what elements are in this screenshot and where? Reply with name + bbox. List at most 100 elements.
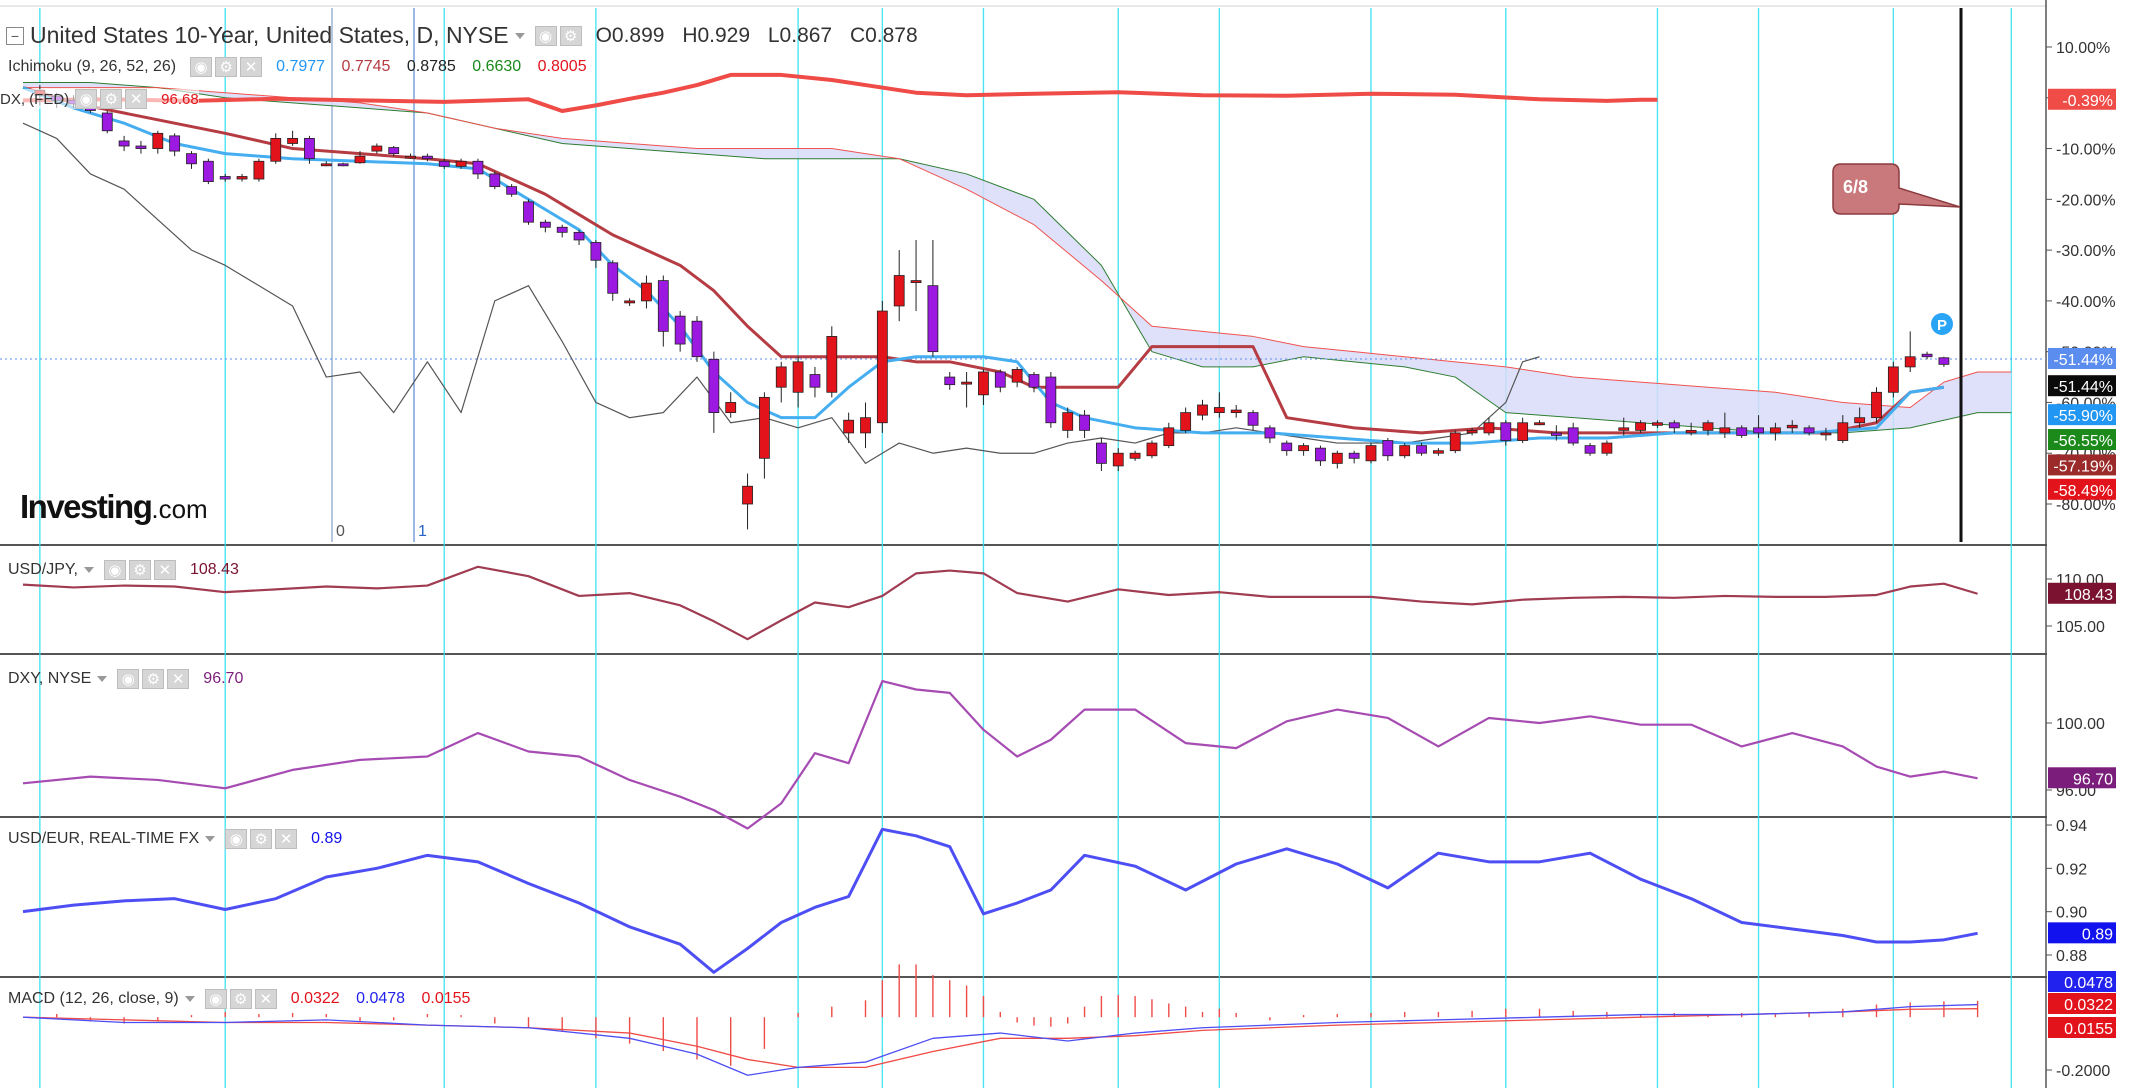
macd-badge-2-bg: [2048, 1017, 2116, 1038]
candle-body: [961, 381, 972, 385]
candle-body: [860, 417, 871, 434]
close-value: C0.878: [849, 23, 918, 47]
usdjpy-name[interactable]: USD/JPY,: [8, 561, 78, 578]
close-icon[interactable]: ✕: [125, 89, 148, 109]
usdjpy-panel[interactable]: [22, 565, 1978, 641]
settings-icon[interactable]: ⚙: [250, 829, 273, 849]
usdeur-axis-tick-label: 0.88: [2056, 948, 2087, 965]
usdeur-panel[interactable]: [22, 827, 1978, 974]
senkou-span-b-line: [23, 87, 2012, 409]
open-value: O0.899: [595, 23, 665, 47]
settings-icon[interactable]: ⚙: [559, 25, 582, 46]
eye-icon[interactable]: ◉: [103, 560, 126, 580]
usdeur-name[interactable]: USD/EUR, REAL-TIME FX: [8, 830, 200, 847]
candle-body: [1770, 427, 1781, 434]
settings-icon[interactable]: ⚙: [215, 57, 238, 77]
macd-badge-0: 0.0478: [2064, 975, 2113, 992]
eye-icon[interactable]: ◉: [534, 25, 557, 46]
candle-body: [169, 135, 181, 152]
candle-body: [1904, 356, 1916, 368]
price-badge-4: -56.55%: [2053, 433, 2113, 450]
price-panel[interactable]: P 0 1: [0, 8, 2046, 542]
close-icon[interactable]: ✕: [275, 829, 298, 849]
close-icon[interactable]: ✕: [153, 560, 176, 580]
eye-icon[interactable]: ◉: [204, 989, 227, 1009]
price-axis-tick-label: -40.00%: [2056, 294, 2116, 311]
settings-icon[interactable]: ⚙: [142, 669, 165, 689]
candle-body: [1618, 427, 1630, 431]
macd-axis-tick-label: -0.2000: [2056, 1063, 2110, 1080]
price-badge-5-bg: [2048, 454, 2116, 476]
candle-body: [1803, 427, 1815, 434]
close-icon[interactable]: ✕: [240, 57, 263, 77]
chevron-down-icon[interactable]: [184, 996, 195, 1002]
candle-body: [1871, 391, 1882, 419]
dx-name[interactable]: DX, (FED): [0, 90, 70, 108]
eye-icon[interactable]: ◉: [117, 669, 140, 689]
candle-body: [893, 275, 905, 307]
candle-body: [1348, 452, 1360, 459]
candle-body: [219, 176, 231, 180]
ichimoku-value-3: 0.8785: [406, 58, 456, 75]
chikou-span-line: [22, 122, 1540, 464]
dxy-value: 96.70: [203, 670, 244, 687]
candle-body: [1045, 376, 1057, 424]
candle-body: [523, 201, 534, 223]
chevron-down-icon[interactable]: [83, 567, 94, 573]
dxy-name[interactable]: DXY, NYSE: [8, 670, 92, 687]
investing-logo: Investing.com: [20, 488, 208, 526]
dxy-panel[interactable]: [22, 680, 1978, 830]
candle-body: [506, 186, 518, 195]
settings-icon[interactable]: ⚙: [229, 989, 252, 1009]
chevron-down-icon[interactable]: [205, 836, 216, 842]
candle-body: [1197, 404, 1208, 416]
candle-body: [1837, 422, 1849, 441]
p-marker-label: P: [1937, 317, 1947, 334]
eye-icon[interactable]: ◉: [225, 829, 248, 849]
settings-icon[interactable]: ⚙: [100, 89, 123, 109]
price-badge-1: -51.44%: [2053, 352, 2113, 369]
dxy-badge-bg: [2048, 767, 2116, 789]
candle-body: [1466, 429, 1478, 434]
candle-body: [371, 145, 383, 152]
candle-body: [118, 140, 130, 147]
symbol-title[interactable]: United States 10-Year, United States, D,…: [30, 22, 509, 48]
close-icon[interactable]: ✕: [167, 669, 190, 689]
candle-body: [1685, 429, 1697, 434]
candle-body: [489, 173, 501, 188]
eye-icon[interactable]: ◉: [190, 57, 213, 77]
candle-body: [590, 242, 602, 261]
price-axis-layer: 10.00%0.00%-10.00%-20.00%-30.00%-40.00%-…: [2046, 0, 2137, 1088]
settings-icon[interactable]: ⚙: [128, 560, 151, 580]
usdeur-axis-tick-label: 0.94: [2056, 818, 2087, 835]
collapse-button[interactable]: −: [6, 26, 24, 45]
candle-body: [1753, 427, 1764, 434]
macd-badge-1-bg: [2048, 993, 2116, 1014]
candle-body: [1315, 447, 1326, 462]
candle-body: [253, 160, 265, 180]
candle-body: [1382, 440, 1394, 457]
symbol-menu-chevron-icon[interactable]: [514, 32, 525, 39]
candle-body: [1281, 442, 1293, 452]
candle-body: [1112, 452, 1124, 467]
price-badge-2: -51.44%: [2053, 379, 2113, 396]
price-axis-tick-label: -10.00%: [2056, 142, 2116, 159]
macd-panel[interactable]: [22, 964, 1979, 1076]
chevron-down-icon[interactable]: [97, 676, 108, 682]
candle-body: [152, 132, 164, 149]
dxy-badge: 96.70: [2073, 771, 2113, 788]
candle-body: [101, 112, 113, 132]
usdeur-header: USD/EUR, REAL-TIME FX ◉ ⚙ ✕ 0.89: [8, 829, 342, 849]
candle-body: [1534, 422, 1545, 426]
callout-label: 6/8: [1843, 177, 1869, 197]
candle-body: [657, 280, 669, 332]
candle-body: [202, 160, 214, 182]
candle-body: [1079, 414, 1090, 431]
ichimoku-name[interactable]: Ichimoku (9, 26, 52, 26): [8, 58, 177, 75]
eye-icon[interactable]: ◉: [75, 89, 98, 109]
candle-body: [775, 366, 787, 388]
macd-name[interactable]: MACD (12, 26, close, 9): [8, 990, 179, 1007]
close-icon[interactable]: ✕: [254, 989, 277, 1009]
ichimoku-value-1: 0.7977: [276, 58, 326, 75]
